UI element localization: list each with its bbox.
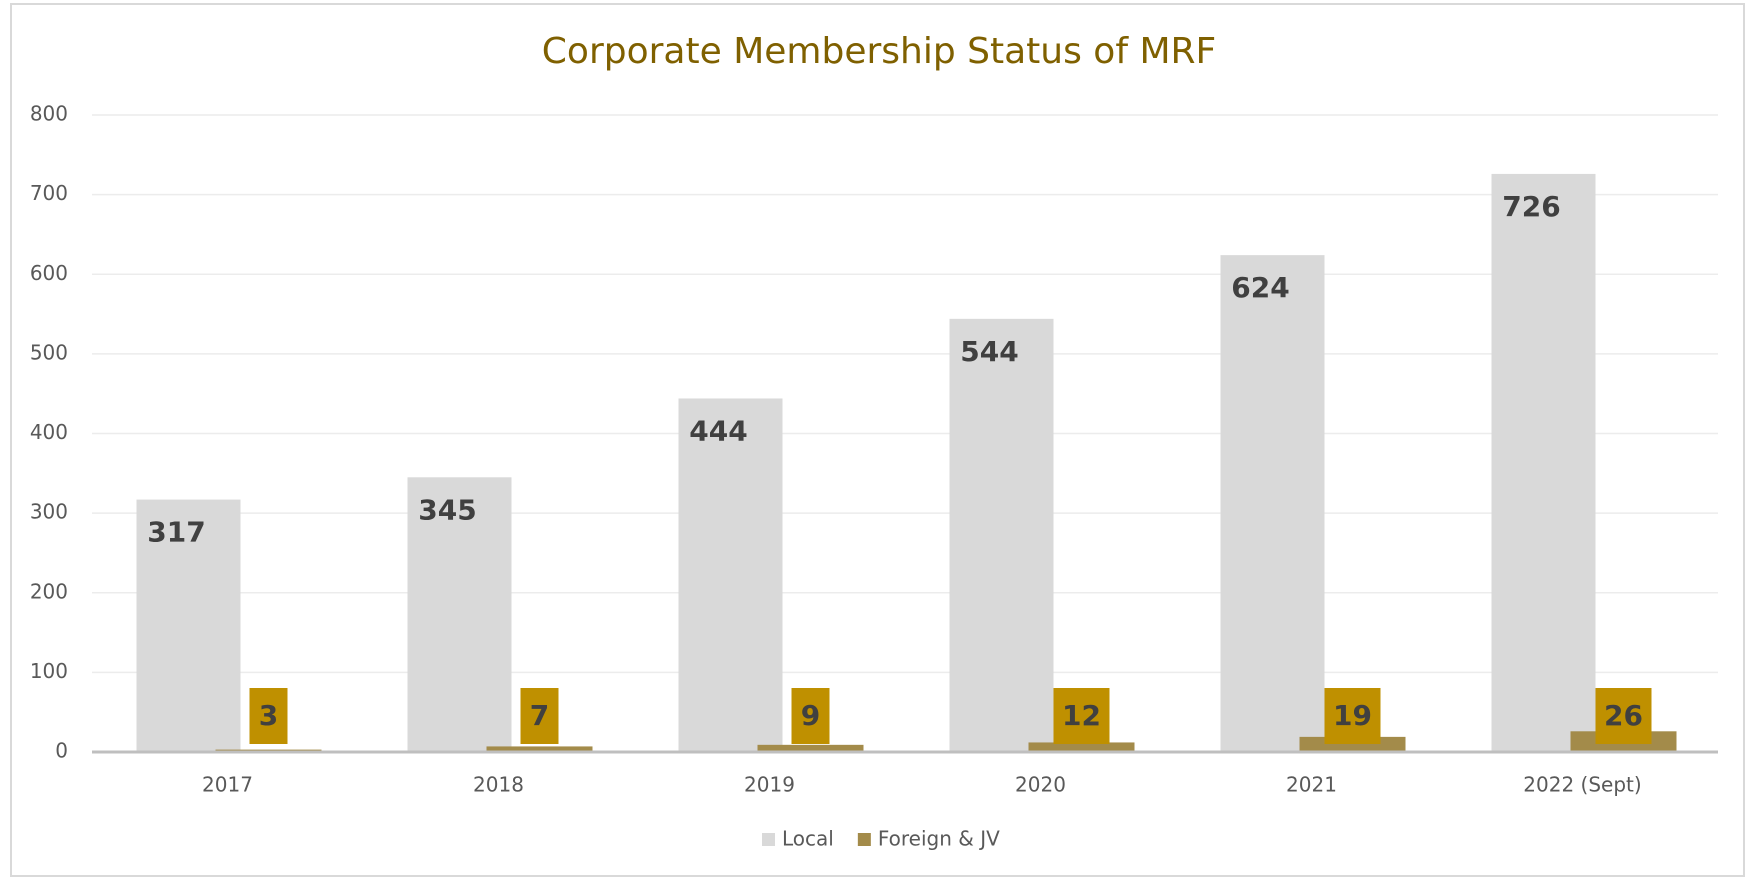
x-tick-label: 2022 (Sept) [1523,773,1641,797]
x-tick-label: 2018 [473,773,524,797]
bar [486,746,593,752]
bar [1220,255,1325,752]
y-tick-label: 300 [30,500,68,524]
legend-label: Foreign & JV [878,827,1000,851]
data-label-box [1053,688,1110,744]
legend-swatch [762,833,775,846]
data-label: 7 [530,699,549,732]
data-label: 26 [1604,699,1643,732]
x-tick-label: 2019 [744,773,795,797]
x-tick-label: 2017 [202,773,253,797]
bar [407,477,512,752]
data-label: 444 [689,414,747,447]
y-tick-label: 500 [30,340,68,364]
y-tick-label: 100 [30,659,68,683]
y-tick-label: 600 [30,261,68,285]
legend-label: Local [782,827,834,851]
chart-frame [10,3,1745,877]
data-label: 624 [1231,271,1289,304]
data-label: 726 [1502,190,1560,223]
bar [1028,742,1135,752]
y-tick-label: 0 [55,739,68,763]
data-label: 12 [1062,699,1101,732]
chart-title: Corporate Membership Status of MRF [542,31,1216,72]
data-label-box [520,688,559,744]
y-tick-label: 800 [30,102,68,126]
y-tick-label: 400 [30,420,68,444]
data-label-box [1595,688,1652,744]
y-tick-label: 700 [30,181,68,205]
bar [757,744,864,752]
bar [1491,173,1596,753]
data-label-box [791,688,830,744]
data-label: 317 [147,516,205,549]
data-label-box [1324,688,1381,744]
data-label: 345 [418,493,476,526]
legend-swatch [857,833,871,846]
data-label-box [249,688,288,744]
x-tick-label: 2020 [1015,773,1066,797]
data-label: 544 [960,335,1018,368]
bar [136,499,241,752]
x-tick-label: 2021 [1286,773,1337,797]
data-label: 9 [801,699,820,732]
y-tick-label: 200 [30,579,68,603]
data-label: 3 [259,699,278,732]
bar [678,398,783,752]
data-label: 19 [1333,699,1372,732]
bar [949,318,1054,752]
